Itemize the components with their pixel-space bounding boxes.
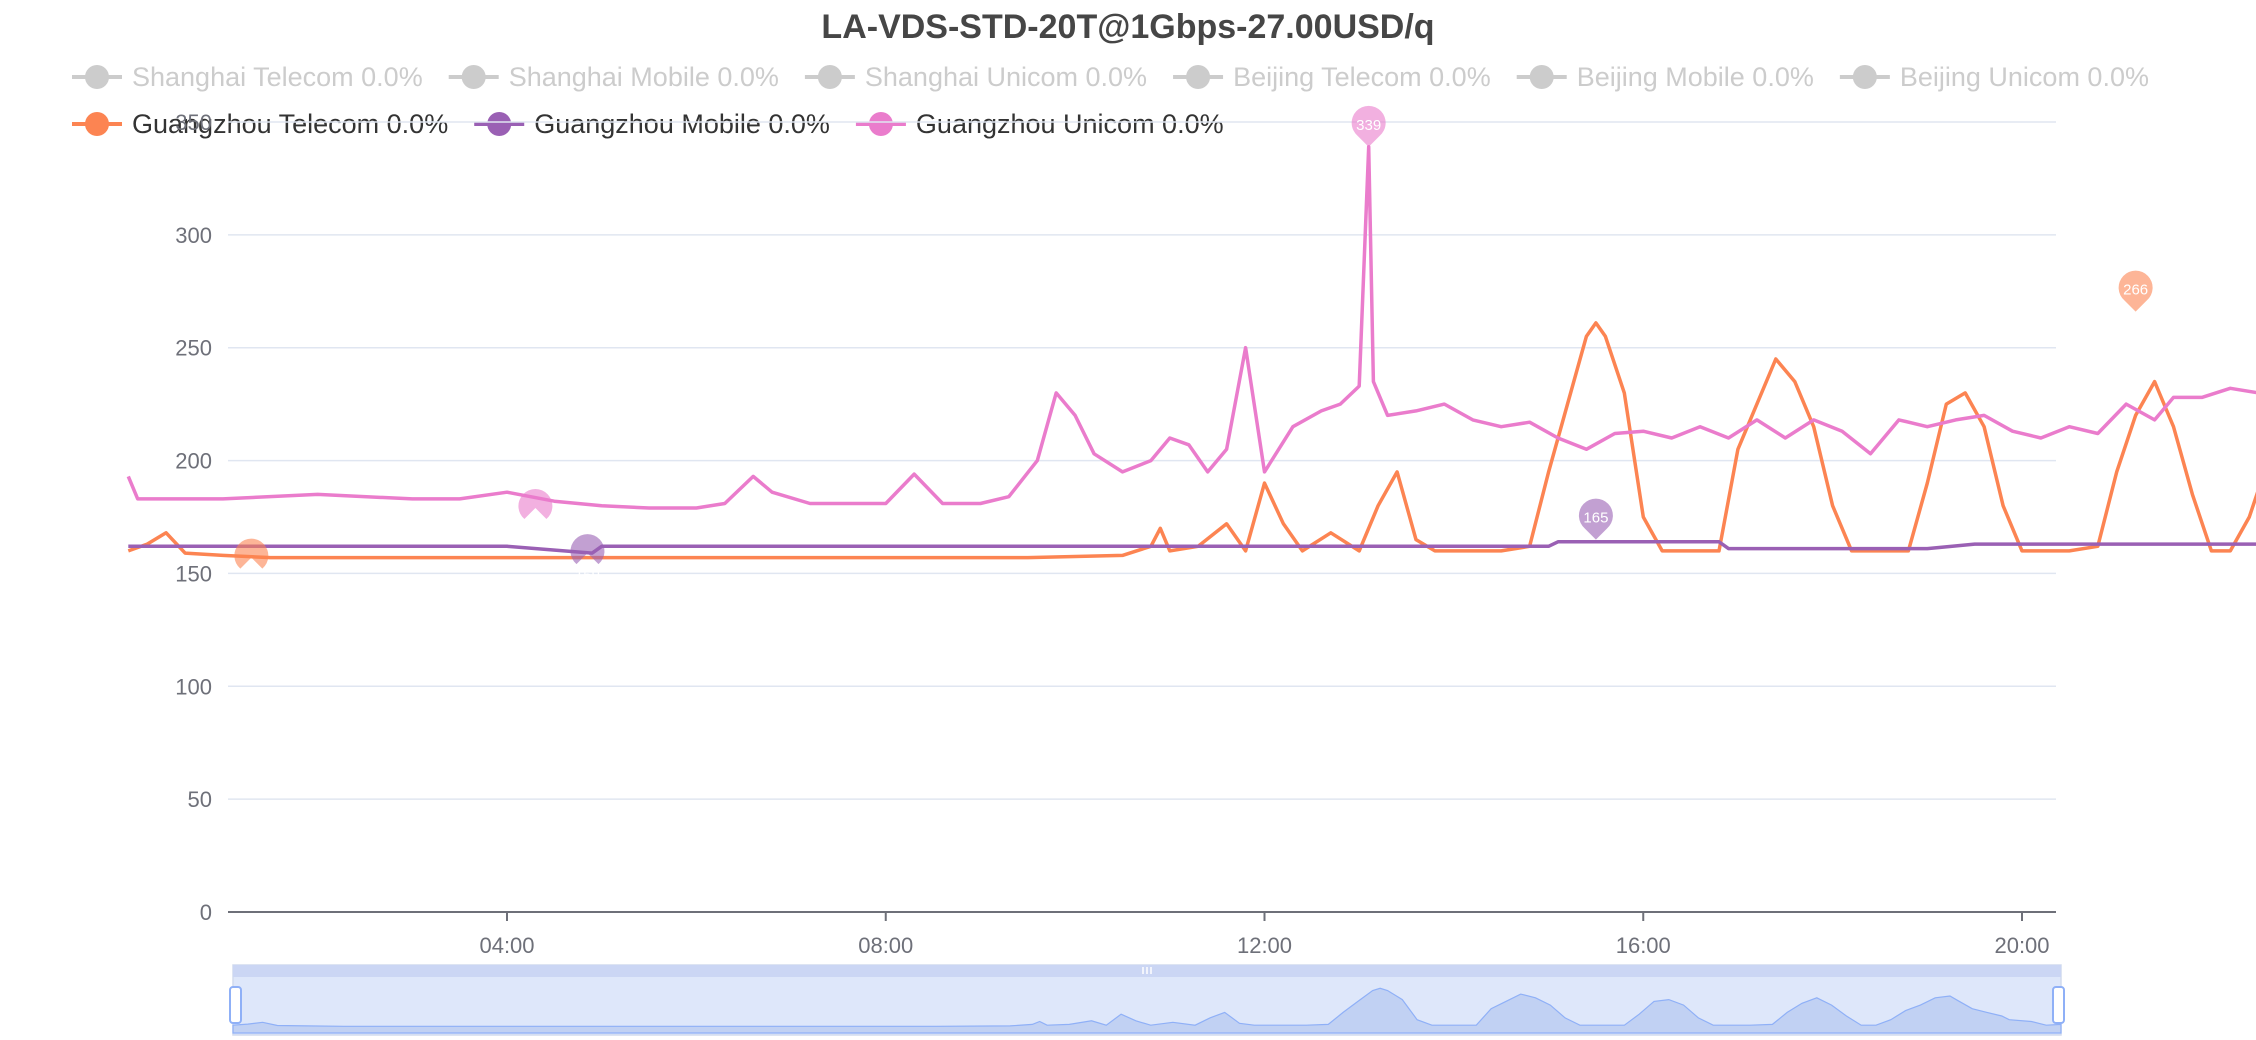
legend: Shanghai Telecom 0.0% Shanghai Mobile 0.0… <box>72 62 2149 139</box>
legend-swatch-dot <box>85 112 109 136</box>
legend-swatch-dot <box>1186 65 1211 89</box>
legend-label: Guangzhou Unicom 0.0% <box>916 109 1224 139</box>
marker-min: 159 <box>570 534 605 584</box>
marker-label: 157 <box>239 572 264 589</box>
y-tick-label: 150 <box>175 561 212 586</box>
marker-pin <box>2118 270 2153 312</box>
x-tick-label: 08:00 <box>858 933 913 958</box>
marker-pin <box>570 534 605 565</box>
marker-label: 179 <box>523 522 548 539</box>
marker-label: 266 <box>2123 282 2148 299</box>
series-line-guangzhou-unicom <box>126 145 2256 510</box>
marker-label: 165 <box>1583 510 1608 527</box>
marker-min: 157 <box>234 538 269 589</box>
datazoom-handle-left[interactable] <box>229 986 242 1024</box>
datazoom-thumbnail <box>232 987 2062 1034</box>
marker-max: 266 <box>2118 270 2153 312</box>
marker-max: 339 <box>1351 105 1386 147</box>
legend-swatch-dot <box>868 112 893 136</box>
legend-item-shanghai-unicom[interactable]: Shanghai Unicom 0.0% <box>804 62 1147 92</box>
marker-label: 159 <box>575 567 600 584</box>
y-tick-label: 50 <box>188 787 212 812</box>
legend-item-beijing-unicom[interactable]: Beijing Unicom 0.0% <box>1839 62 2149 92</box>
marker-max: 165 <box>1578 498 1613 540</box>
legend-label: Shanghai Mobile 0.0% <box>509 62 779 92</box>
legend-label: Shanghai Telecom 0.0% <box>132 62 423 92</box>
marker-pin <box>1578 498 1613 540</box>
legend-label: Beijing Unicom 0.0% <box>1900 62 2149 92</box>
legend-swatch-dot <box>1529 65 1554 89</box>
legend-item-guangzhou-mobile[interactable]: Guangzhou Mobile 0.0% <box>474 109 830 139</box>
legend-swatch-dot <box>461 65 486 89</box>
datazoom-handle-right[interactable] <box>2052 986 2065 1024</box>
legend-swatch-dot <box>85 65 109 89</box>
y-axis: 0 50 100 150 200 250 300 350 <box>175 110 212 925</box>
datazoom-slider[interactable] <box>229 964 2065 1036</box>
y-tick-label: 250 <box>175 336 212 361</box>
legend-item-guangzhou-unicom[interactable]: Guangzhou Unicom 0.0% <box>855 109 1224 139</box>
y-tick-label: 350 <box>175 110 212 135</box>
series-line-guangzhou-mobile <box>128 540 2256 555</box>
grid-lines <box>228 121 2056 913</box>
marker-pin <box>1351 105 1386 147</box>
legend-label: Beijing Mobile 0.0% <box>1577 62 1814 92</box>
legend-item-shanghai-telecom[interactable]: Shanghai Telecom 0.0% <box>72 62 423 92</box>
legend-item-guangzhou-telecom[interactable]: Guangzhou Telecom 0.0% <box>72 109 448 139</box>
legend-label: Beijing Telecom 0.0% <box>1233 62 1491 92</box>
series-line-guangzhou-telecom <box>127 321 2256 560</box>
chart-title: LA-VDS-STD-20T@1Gbps-27.00USD/q <box>821 8 1434 46</box>
x-tick-label: 12:00 <box>1237 933 1292 958</box>
x-tick-label: 04:00 <box>479 933 534 958</box>
legend-swatch-dot <box>487 112 512 136</box>
marker-min: 179 <box>518 489 553 539</box>
marker-layer: 157 179 159 339 165 266 <box>234 105 2153 589</box>
marker-label: 339 <box>1356 117 1381 134</box>
legend-label: Guangzhou Telecom 0.0% <box>132 109 448 139</box>
y-tick-label: 0 <box>200 900 212 925</box>
legend-swatch-dot <box>817 65 842 89</box>
legend-item-shanghai-mobile[interactable]: Shanghai Mobile 0.0% <box>448 62 779 92</box>
series-layer <box>126 145 2256 560</box>
marker-pin <box>518 489 553 519</box>
legend-label: Guangzhou Mobile 0.0% <box>534 109 830 139</box>
y-tick-label: 100 <box>175 674 212 699</box>
legend-label: Shanghai Unicom 0.0% <box>865 62 1147 92</box>
legend-item-beijing-telecom[interactable]: Beijing Telecom 0.0% <box>1173 62 1491 92</box>
y-tick-label: 300 <box>175 223 212 248</box>
marker-pin <box>234 538 269 569</box>
x-tick-label: 20:00 <box>1994 933 2049 958</box>
y-tick-label: 200 <box>175 449 212 474</box>
x-tick-label: 16:00 <box>1616 933 1671 958</box>
legend-swatch-dot <box>1852 65 1877 89</box>
legend-item-beijing-mobile[interactable]: Beijing Mobile 0.0% <box>1516 62 1814 92</box>
